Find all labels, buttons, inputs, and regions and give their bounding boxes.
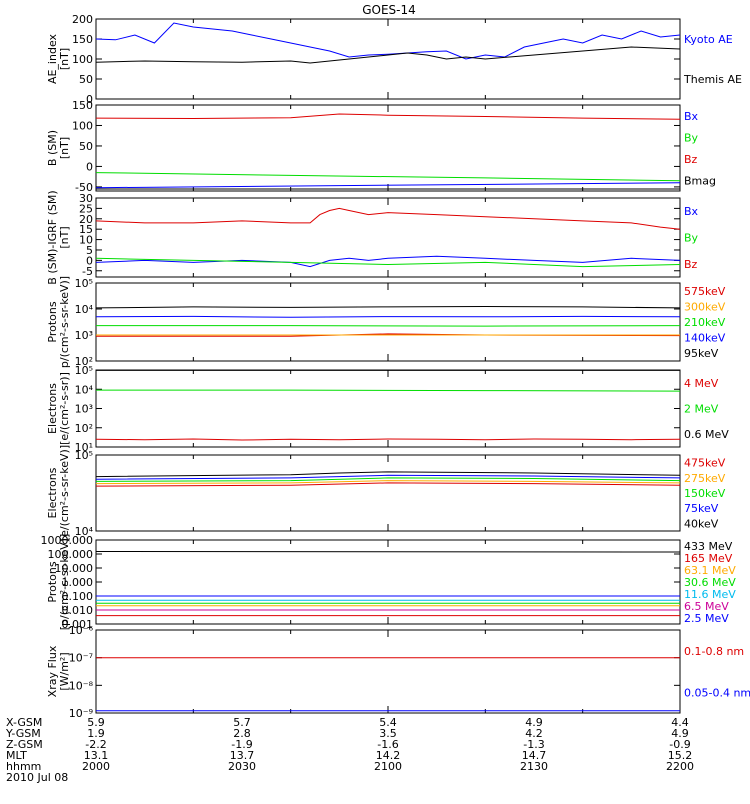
- legend-entry: 140keV: [684, 332, 726, 345]
- ephem-value: 2200: [666, 760, 694, 773]
- legend-entry: 575keV: [684, 285, 726, 298]
- y-axis-label: [nT]: [58, 226, 71, 248]
- y-tick-label: 30: [79, 192, 93, 205]
- y-tick-label: 50: [79, 73, 93, 86]
- legend-entry: By: [684, 131, 699, 144]
- y-tick-label: 10⁴: [75, 303, 94, 316]
- panel-electrons_high: 10¹10²10³10⁴10⁵Electrons[e/(cm²-s-sr)]4 …: [46, 364, 729, 454]
- panel-frame: [96, 630, 680, 713]
- y-tick-label: 150: [72, 33, 93, 46]
- series-line-b_igrf-2: [96, 208, 680, 229]
- plot-title: GOES-14: [362, 3, 416, 17]
- legend-entry: Bmag: [684, 174, 716, 187]
- panel-protons_high: 0.0010.0100.1001.00010.000100.0001000.00…: [41, 534, 737, 631]
- legend-entry: Kyoto AE: [684, 33, 733, 46]
- panel-frame: [96, 283, 680, 361]
- legend-entry: 75keV: [684, 502, 719, 515]
- legend-entry: 2 MeV: [684, 403, 719, 416]
- series-line-electrons_high-0: [96, 439, 680, 440]
- legend-entry: 40keV: [684, 517, 719, 530]
- y-tick-label: 50: [79, 140, 93, 153]
- ephem-value: 2100: [374, 760, 402, 773]
- panel-frame: [96, 540, 680, 624]
- y-tick-label: 10²: [75, 422, 93, 435]
- legend-entry: Themis AE: [683, 73, 742, 86]
- y-axis-label: [p/(cm²-s-sr-keV)]: [58, 534, 71, 631]
- legend-entry: Bz: [684, 258, 698, 271]
- series-line-protons_low-3: [96, 316, 680, 317]
- legend-entry: 150keV: [684, 487, 726, 500]
- legend-entry: 2.5 MeV: [684, 612, 729, 625]
- y-tick-label: 10⁴: [75, 383, 94, 396]
- y-axis-label: [nT]: [58, 48, 71, 70]
- legend-entry: 0.1-0.8 nm: [684, 645, 744, 658]
- y-tick-label: 0: [86, 160, 93, 173]
- series-line-ae-0: [96, 23, 680, 59]
- y-axis-label: [nT]: [58, 137, 71, 159]
- legend-entry: 0.6 MeV: [684, 428, 729, 441]
- legend-entry: 95keV: [684, 347, 719, 360]
- y-tick-label: 150: [72, 99, 93, 112]
- series-line-protons_low-4: [96, 307, 680, 308]
- y-tick-label: 10⁻⁶: [69, 624, 94, 637]
- y-tick-label: 10⁻⁸: [69, 679, 94, 692]
- y-tick-label: 10⁵: [75, 449, 93, 462]
- ephem-value: 2130: [520, 760, 548, 773]
- legend-entry: 475keV: [684, 457, 726, 470]
- y-tick-label: 100: [72, 119, 93, 132]
- y-tick-label: 10³: [75, 329, 93, 342]
- ephem-value: 2000: [82, 760, 110, 773]
- panel-frame: [96, 455, 680, 531]
- legend-entry: 0.05-0.4 nm: [684, 686, 750, 699]
- y-tick-label: 10⁵: [75, 277, 93, 290]
- ephem-value: 2030: [228, 760, 256, 773]
- series-line-b_sm-2: [96, 114, 680, 119]
- legend-entry: 210keV: [684, 316, 726, 329]
- y-axis-label: [e/(cm²-s-sr)]: [58, 372, 71, 445]
- legend-entry: Bz: [684, 153, 698, 166]
- panel-frame: [96, 370, 680, 447]
- y-axis-label: p/(cm²-s-sr-keV)]: [58, 276, 71, 368]
- legend-entry: Bx: [684, 205, 699, 218]
- y-tick-label: 200: [72, 13, 93, 26]
- panel-electrons_low: 10⁴10⁵Electrons[e/(cm²-s-sr-keV)]475keV2…: [46, 445, 726, 541]
- ephem-date: 2010 Jul 08: [6, 771, 68, 784]
- legend-entry: Bx: [684, 110, 699, 123]
- legend-entry: 275keV: [684, 472, 726, 485]
- panel-frame: [96, 19, 680, 99]
- series-line-protons_low-2: [96, 326, 680, 327]
- y-tick-label: 10⁵: [75, 364, 93, 377]
- series-line-electrons_high-1: [96, 390, 680, 391]
- legend-entry: 300keV: [684, 300, 726, 313]
- y-axis-label: [W/m²]: [58, 652, 71, 690]
- y-tick-label: 10³: [75, 403, 93, 416]
- y-tick-label: 100: [72, 53, 93, 66]
- y-tick-label: 10⁻⁷: [69, 652, 93, 665]
- y-axis-label: [e/(cm²-s-sr-keV)]: [58, 445, 71, 541]
- series-line-b_sm-1: [96, 173, 680, 181]
- legend-entry: 4 MeV: [684, 377, 719, 390]
- legend-entry: By: [684, 232, 699, 245]
- series-line-b_igrf-0: [96, 256, 680, 266]
- series-line-protons_high-0: [96, 552, 680, 553]
- panel-frame: [96, 198, 680, 277]
- series-line-ae-1: [96, 47, 680, 63]
- series-line-electrons_low-4: [96, 472, 680, 477]
